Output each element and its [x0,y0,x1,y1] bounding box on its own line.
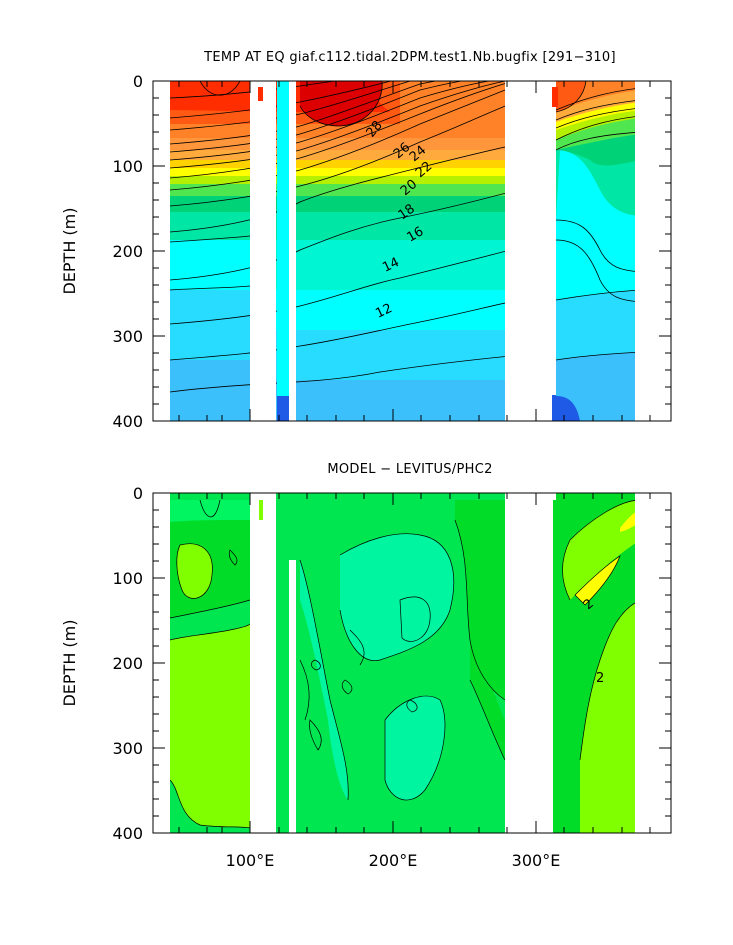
diff-ytick-200: 200 [112,654,143,673]
diff-contour-label-2b: 2 [596,671,604,686]
xtick-200E: 200°E [369,851,418,870]
temp-band-28 [300,81,383,126]
diff-left-lower [170,624,250,833]
temperature-y-axis [153,80,671,422]
temp-right-i [556,88,640,122]
diff-land-masks [153,493,671,833]
temp-left-mid [170,290,250,360]
xtick-100E: 100°E [226,851,275,870]
temp-ytick-200: 200 [112,242,143,261]
temp-fragment-top [552,87,558,107]
diff-left-bottom [170,780,250,833]
temp-ytick-400: 400 [112,412,143,431]
diff-right-pacific-2 [470,640,505,760]
temp-fragment-red [258,87,263,101]
temp-fragment-mid [277,81,289,396]
difference-y-label: DEPTH (m) [60,619,79,706]
temp-fragment-deep [277,396,289,421]
diff-center-left [300,560,349,800]
difference-x-axis [178,493,651,833]
diff-east-yellow [575,556,620,605]
temperature-title: TEMP AT EQ giaf.c112.tidal.2DPM.test1.Nb… [203,50,616,65]
temp-ytick-300: 300 [112,327,143,346]
diff-center-deep [385,696,445,801]
diff-contour-lines [169,499,641,829]
temp-fragment-blue [552,395,556,421]
diff-east-upper [562,500,640,600]
temp-gap-americas [505,81,556,421]
diff-ytick-300: 300 [112,739,143,758]
temperature-field [153,81,671,421]
temp-ytick-0: 0 [133,72,143,91]
temp-right-c [556,396,580,421]
diff-right-pacific [455,500,505,700]
diff-left-mid [176,543,213,599]
temperature-y-tick-labels: 0 100 200 300 400 [112,72,143,431]
temp-right-d [556,150,640,220]
temp-gap-narrow [289,81,296,421]
difference-panel: MODEL − LEVITUS/PHC2 [60,462,672,870]
temperature-y-label: DEPTH (m) [60,207,79,294]
temp-left-up [170,240,250,290]
temp-right-e [556,132,640,166]
temp-right-b [556,352,640,421]
diff-ytick-0: 0 [133,484,143,503]
diff-east-lower [580,600,640,833]
temp-gap-indonesia [250,81,276,421]
contour-label-16: 16 [405,224,427,245]
difference-y-axis [153,492,671,834]
diff-ytick-400: 400 [112,824,143,843]
contour-label-14: 14 [380,255,401,276]
contour-label-12: 12 [373,301,394,322]
difference-field [153,493,671,833]
difference-y-tick-labels: 0 100 200 300 400 [112,484,143,843]
temp-contour-lines [169,81,641,393]
difference-x-tick-labels: 100°E 200°E 300°E [226,851,561,870]
temp-ytick-100: 100 [112,157,143,176]
temperature-panel: TEMP AT EQ giaf.c112.tidal.2DPM.test1.Nb… [60,50,672,431]
xtick-300E: 300°E [512,851,561,870]
diff-ytick-100: 100 [112,569,143,588]
temp-right-k [556,81,586,112]
diff-center-mid [400,596,431,642]
temperature-x-axis [178,81,651,421]
diff-left-bright [170,500,250,522]
difference-title: MODEL − LEVITUS/PHC2 [327,462,492,477]
